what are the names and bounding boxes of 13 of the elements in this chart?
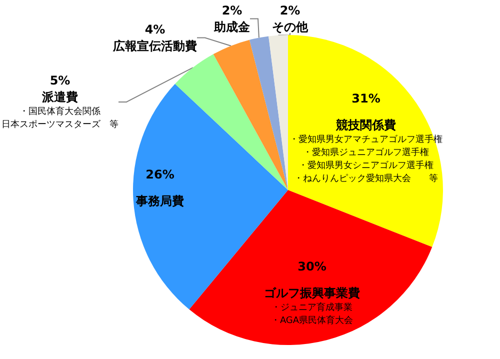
data-label: 2% (222, 4, 242, 18)
slice-label: 事務局費 (135, 194, 184, 208)
slice-label: 助成金 (213, 20, 251, 34)
data-label: 31% (352, 92, 380, 106)
slice-label: 派遣費・国民体育大会関係日本スポーツマスターズ 等 (2, 90, 118, 130)
data-label: 26% (146, 168, 174, 182)
slice-label: ゴルフ振興事業費・ジュニア育成事業・AGA県民体育大会 (264, 286, 360, 326)
data-label: 2% (280, 4, 300, 18)
slice-label: その他 (272, 20, 309, 34)
slice-label: 広報宣伝活動費 (112, 39, 197, 53)
data-label: 4% (144, 22, 166, 36)
data-label: 30% (298, 260, 326, 274)
data-label: 5% (50, 74, 70, 88)
